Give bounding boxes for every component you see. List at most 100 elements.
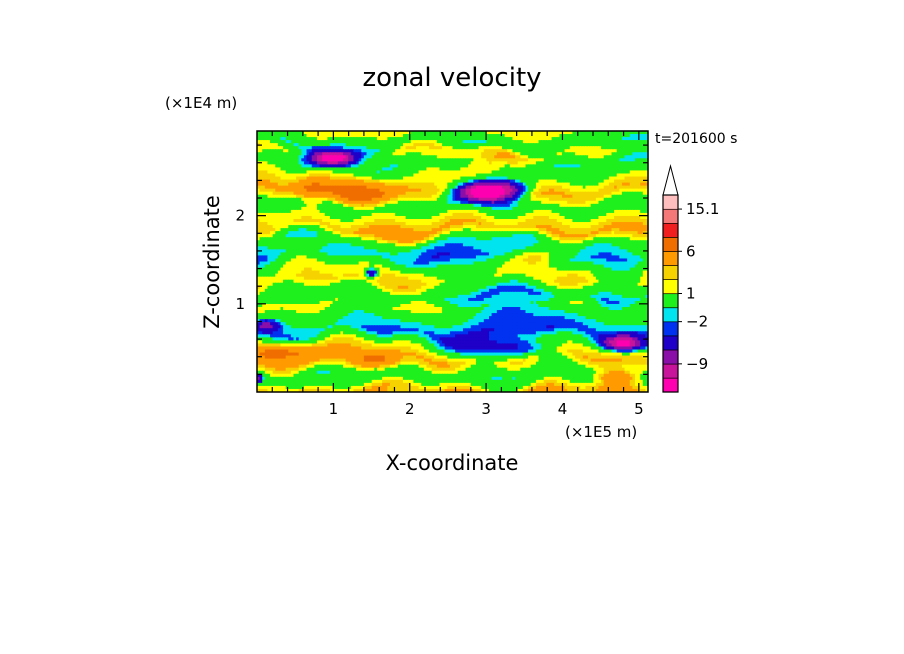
- field-cell: [384, 225, 388, 229]
- field-cell: [551, 131, 555, 135]
- field-cell: [515, 197, 519, 202]
- field-cell: [371, 219, 375, 223]
- field-cell: [611, 146, 615, 150]
- field-cell: [283, 206, 287, 211]
- field-cell: [601, 215, 605, 220]
- field-cell: [434, 146, 438, 150]
- field-cell: [512, 222, 516, 226]
- field-cell: [405, 200, 409, 205]
- field-cell: [601, 206, 605, 211]
- field-cell: [421, 200, 425, 205]
- field-cell: [442, 188, 446, 193]
- field-cell: [335, 225, 339, 229]
- field-cell: [509, 191, 514, 196]
- field-cell: [275, 222, 279, 226]
- field-cell: [416, 194, 420, 199]
- field-cell: [361, 143, 365, 147]
- field-cell: [309, 197, 313, 202]
- field-cell: [486, 209, 490, 214]
- field-cell: [530, 203, 534, 208]
- field-cell: [504, 179, 508, 184]
- field-cell: [611, 194, 615, 199]
- field-cell: [366, 203, 370, 208]
- field-cell: [288, 155, 292, 159]
- field-cell: [259, 158, 263, 162]
- field-cell: [577, 182, 581, 187]
- field-cell: [621, 137, 626, 141]
- field-cell: [512, 146, 516, 150]
- field-cell: [332, 222, 336, 226]
- field-cell: [395, 161, 399, 165]
- field-cell: [582, 155, 587, 159]
- field-cell: [431, 222, 435, 226]
- field-cell: [473, 179, 477, 184]
- field-cell: [554, 185, 558, 190]
- field-cell: [575, 212, 579, 217]
- field-cell: [572, 200, 576, 205]
- field-cell: [528, 194, 532, 199]
- field-cell: [327, 170, 331, 175]
- field-cell: [483, 143, 487, 147]
- field-cell: [257, 191, 261, 196]
- field-cell: [455, 170, 459, 175]
- field-cell: [423, 188, 428, 193]
- field-cell: [473, 155, 477, 159]
- field-cell: [543, 222, 547, 226]
- field-cell: [478, 149, 482, 153]
- field-cell: [270, 137, 274, 141]
- field-cell: [640, 170, 644, 175]
- field-cell: [275, 152, 279, 156]
- field-cell: [624, 167, 628, 172]
- field-cell: [397, 161, 401, 165]
- field-cell: [400, 222, 404, 226]
- field-cell: [504, 206, 508, 211]
- field-cell: [434, 158, 438, 162]
- field-cell: [645, 176, 648, 181]
- field-cell: [455, 164, 459, 169]
- field-cell: [559, 185, 563, 190]
- field-cell: [293, 206, 297, 211]
- field-cell: [530, 146, 534, 150]
- field-cell: [481, 140, 485, 144]
- field-cell: [283, 155, 287, 159]
- field-cell: [606, 152, 610, 156]
- field-cell: [280, 152, 284, 156]
- field-cell: [632, 185, 636, 190]
- field-cell: [361, 219, 365, 223]
- field-cell: [582, 219, 587, 223]
- field-cell: [517, 222, 521, 226]
- field-cell: [543, 155, 547, 159]
- field-cell: [546, 215, 550, 220]
- field-cell: [590, 167, 594, 172]
- field-cell: [522, 149, 527, 153]
- field-cell: [486, 191, 490, 196]
- field-cell: [462, 158, 467, 162]
- field-cell: [397, 194, 401, 199]
- field-cell: [301, 140, 305, 144]
- field-cell: [520, 215, 524, 220]
- field-cell: [301, 137, 305, 141]
- field-cell: [421, 137, 425, 141]
- field-cell: [494, 225, 498, 229]
- field-cell: [642, 179, 646, 184]
- field-cell: [460, 149, 464, 153]
- field-cell: [361, 134, 365, 138]
- field-cell: [525, 215, 529, 220]
- field-cell: [306, 161, 310, 165]
- field-cell: [436, 176, 441, 181]
- field-cell: [481, 225, 485, 229]
- field-cell: [444, 161, 448, 165]
- field-cell: [410, 167, 414, 172]
- field-cell: [293, 225, 297, 229]
- field-cell: [324, 200, 328, 205]
- field-cell: [319, 188, 323, 193]
- field-cell: [575, 158, 579, 162]
- field-cell: [608, 212, 613, 217]
- field-cell: [418, 140, 422, 144]
- field-cell: [564, 197, 568, 202]
- field-cell: [496, 134, 501, 138]
- field-cell: [324, 212, 328, 217]
- field-cell: [603, 155, 607, 159]
- field-cell: [293, 143, 297, 147]
- field-cell: [311, 200, 315, 205]
